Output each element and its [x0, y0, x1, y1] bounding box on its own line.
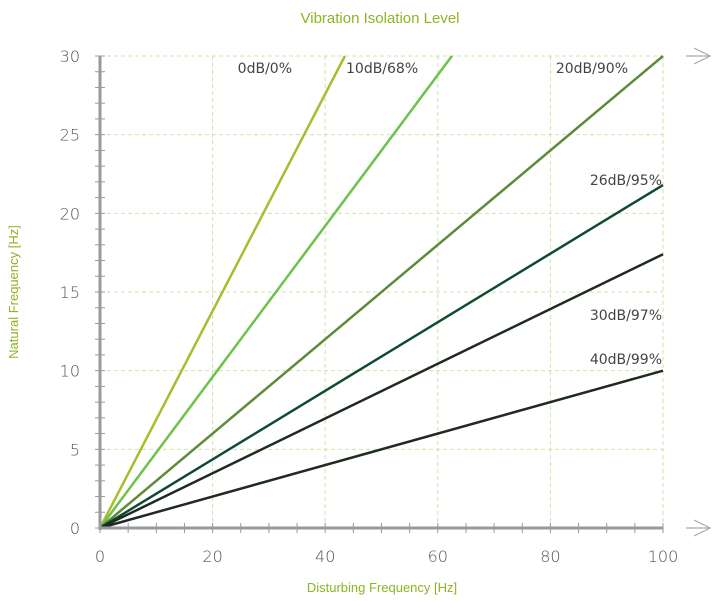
x-tick-label: 100: [648, 547, 679, 566]
y-tick-label: 30: [60, 47, 80, 66]
series-lines: [98, 55, 664, 530]
y-tick-label: 5: [70, 440, 80, 459]
x-tick-labels: 0 20 40 60 80 100: [95, 547, 678, 566]
series-line: [99, 55, 664, 529]
x-tick-label: 20: [202, 547, 222, 566]
y-tick-label: 25: [60, 126, 80, 145]
series-line: [99, 183, 664, 530]
y-axis-title: Natural Frequency [Hz]: [6, 225, 21, 359]
series-label: 20dB/90%: [556, 61, 628, 77]
grid: [100, 55, 664, 528]
x-tick-label: 0: [95, 547, 105, 566]
series-labels: 0dB/0% 10dB/68% 20dB/90% 26dB/95% 30dB/97% 40…: [238, 61, 662, 368]
x-tick-label: 80: [540, 547, 560, 566]
series-line: [98, 55, 453, 529]
series-line: [99, 369, 664, 530]
series-line: [98, 55, 347, 529]
y-tick-labels: 0 5 10 15 20 25 30: [60, 47, 80, 538]
series-label: 10dB/68%: [346, 61, 418, 77]
x-tick-label: 60: [428, 547, 448, 566]
y-tick-label: 0: [70, 519, 80, 538]
series-label: 40dB/99%: [590, 352, 662, 368]
x-tick-label: 40: [315, 547, 335, 566]
series-line: [99, 253, 664, 530]
y-tick-label: 15: [60, 283, 80, 302]
x-axis-title: Disturbing Frequency [Hz]: [307, 580, 457, 595]
chart-title: Vibration Isolation Level: [301, 10, 460, 27]
y-tick-label: 20: [60, 204, 80, 223]
series-label: 0dB/0%: [238, 61, 292, 77]
series-label: 30dB/97%: [590, 308, 662, 324]
series-label: 26dB/95%: [590, 173, 662, 189]
y-tick-label: 10: [60, 362, 80, 381]
